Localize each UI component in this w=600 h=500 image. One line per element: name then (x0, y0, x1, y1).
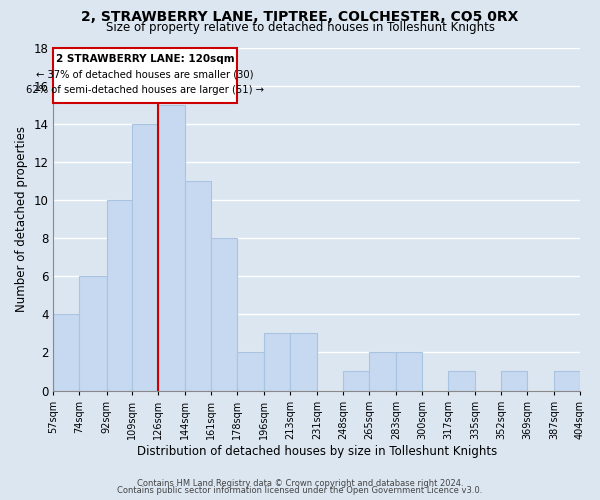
Bar (343, 372, 369, 390)
Bar (107, 200, 133, 390)
Text: 2 STRAWBERRY LANE: 120sqm: 2 STRAWBERRY LANE: 120sqm (56, 54, 235, 64)
Text: ← 37% of detached houses are smaller (30): ← 37% of detached houses are smaller (30… (37, 70, 254, 80)
Bar (158, 104, 185, 391)
FancyBboxPatch shape (53, 48, 237, 103)
Bar (211, 238, 237, 390)
Bar (554, 372, 580, 390)
Y-axis label: Number of detached properties: Number of detached properties (15, 126, 28, 312)
Bar (290, 334, 317, 390)
Bar (133, 124, 158, 390)
Text: Contains HM Land Registry data © Crown copyright and database right 2024.: Contains HM Land Registry data © Crown c… (137, 478, 463, 488)
Bar (265, 334, 290, 390)
X-axis label: Distribution of detached houses by size in Tolleshunt Knights: Distribution of detached houses by size … (137, 444, 497, 458)
Text: Contains public sector information licensed under the Open Government Licence v3: Contains public sector information licen… (118, 486, 482, 495)
Text: Size of property relative to detached houses in Tolleshunt Knights: Size of property relative to detached ho… (106, 22, 494, 35)
Text: 2, STRAWBERRY LANE, TIPTREE, COLCHESTER, CO5 0RX: 2, STRAWBERRY LANE, TIPTREE, COLCHESTER,… (82, 10, 518, 24)
Bar (185, 181, 211, 390)
Bar (237, 352, 265, 391)
Bar (397, 352, 422, 391)
Bar (448, 372, 475, 390)
Bar (369, 352, 397, 391)
Text: 62% of semi-detached houses are larger (51) →: 62% of semi-detached houses are larger (… (26, 84, 264, 94)
Bar (501, 372, 527, 390)
Bar (53, 314, 79, 390)
Bar (79, 276, 107, 390)
